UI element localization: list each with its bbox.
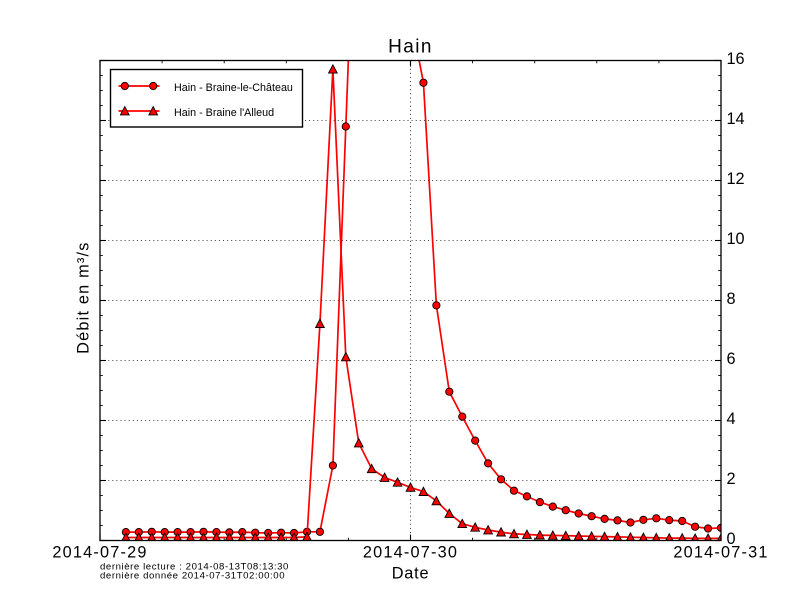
svg-text:dernière lecture : 2014-08-13T: dernière lecture : 2014-08-13T08:13:30: [100, 562, 289, 573]
svg-text:Débit en m³/s: Débit en m³/s: [75, 241, 93, 353]
svg-text:Hain - Braine l'Alleud: Hain - Braine l'Alleud: [174, 107, 274, 119]
svg-text:14: 14: [727, 110, 745, 128]
svg-text:2014-07-30: 2014-07-30: [363, 544, 458, 562]
svg-text:Hain: Hain: [388, 37, 433, 58]
svg-text:12: 12: [727, 170, 745, 188]
svg-text:8: 8: [727, 290, 736, 308]
svg-text:0: 0: [727, 530, 736, 548]
svg-text:6: 6: [727, 350, 736, 368]
svg-text:2014-07-31: 2014-07-31: [673, 544, 768, 562]
svg-text:16: 16: [727, 50, 745, 68]
svg-text:Hain - Braine-le-Château: Hain - Braine-le-Château: [174, 82, 293, 94]
svg-text:Date: Date: [392, 565, 430, 583]
svg-text:2014-07-29: 2014-07-29: [52, 544, 147, 562]
svg-text:dernière donnée 2014-07-31T02: dernière donnée 2014-07-31T02:00:00: [100, 571, 285, 582]
svg-text:4: 4: [727, 410, 736, 428]
svg-text:10: 10: [727, 230, 745, 248]
svg-text:2: 2: [727, 470, 736, 488]
